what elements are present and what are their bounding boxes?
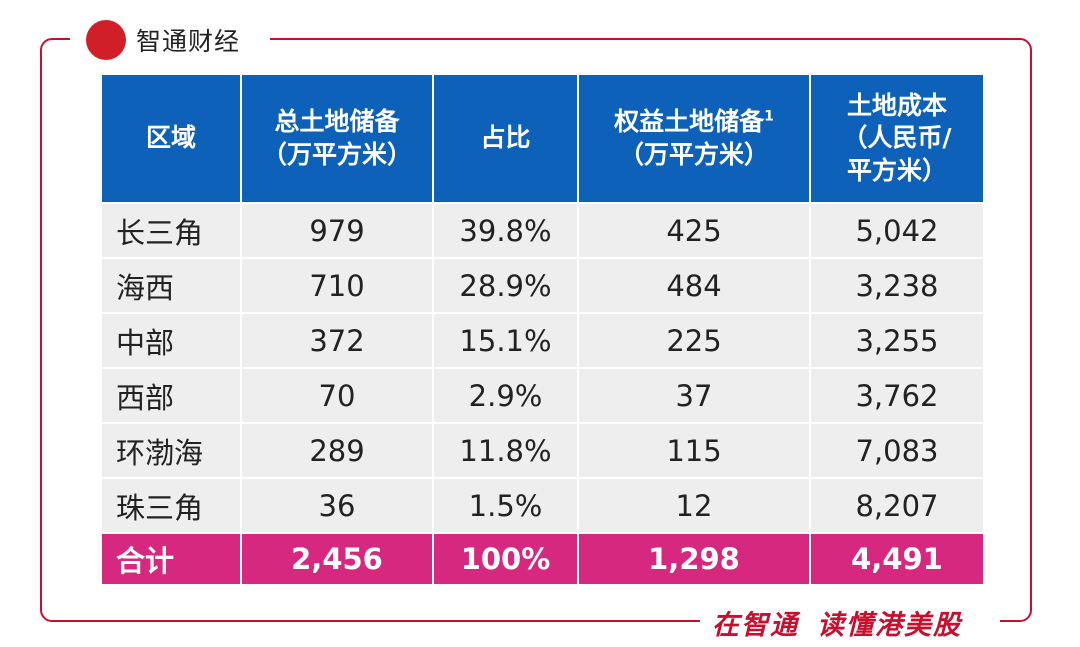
cell-region: 珠三角 (100, 477, 242, 534)
cell-total: 979 (240, 202, 434, 259)
col-header-region: 区域 (100, 73, 242, 204)
cell-equity: 225 (577, 312, 811, 369)
cell-share: 28.9% (432, 257, 579, 314)
cell-cost: 3,238 (809, 257, 985, 314)
cell-region: 西部 (100, 367, 242, 424)
cell-total-label: 合计 (100, 532, 242, 586)
cell-region: 长三角 (100, 202, 242, 259)
col-header-land-cost: 土地成本 （人民币/ 平方米） (809, 73, 985, 204)
cell-cost: 5,042 (809, 202, 985, 259)
land-bank-table: 区域 总土地储备 （万平方米） 占比 权益土地储备1 （万平方米） 土地成本 （… (100, 73, 985, 586)
cell-total: 289 (240, 422, 434, 479)
table-row: 西部 70 2.9% 37 3,762 (100, 367, 985, 424)
cell-cost: 7,083 (809, 422, 985, 479)
cell-total-equity: 1,298 (577, 532, 811, 586)
cell-total: 70 (240, 367, 434, 424)
table-row: 中部 372 15.1% 225 3,255 (100, 312, 985, 369)
cell-equity: 12 (577, 477, 811, 534)
col-header-share: 占比 (432, 73, 579, 204)
cell-total: 36 (240, 477, 434, 534)
table-row: 长三角 979 39.8% 425 5,042 (100, 202, 985, 259)
cell-total: 710 (240, 257, 434, 314)
table-row: 海西 710 28.9% 484 3,238 (100, 257, 985, 314)
cell-equity: 37 (577, 367, 811, 424)
cell-region: 中部 (100, 312, 242, 369)
brand: 智通财经 (86, 18, 240, 62)
cell-share: 11.8% (432, 422, 579, 479)
cell-equity: 484 (577, 257, 811, 314)
cell-total-cost: 4,491 (809, 532, 985, 586)
slogan-part1: 在智通 (712, 609, 799, 641)
table-row: 环渤海 289 11.8% 115 7,083 (100, 422, 985, 479)
cell-cost: 8,207 (809, 477, 985, 534)
table-header-row: 区域 总土地储备 （万平方米） 占比 权益土地储备1 （万平方米） 土地成本 （… (100, 73, 985, 204)
footer-slogan: 在智通 读懂港美股 (712, 604, 962, 641)
table-row: 珠三角 36 1.5% 12 8,207 (100, 477, 985, 534)
brand-logo (86, 20, 126, 60)
col-header-total-land-bank: 总土地储备 （万平方米） (240, 73, 434, 204)
cell-total-sum: 2,456 (240, 532, 434, 586)
cell-cost: 3,762 (809, 367, 985, 424)
cell-share: 39.8% (432, 202, 579, 259)
cell-total: 372 (240, 312, 434, 369)
cell-region: 环渤海 (100, 422, 242, 479)
table-total-row: 合计 2,456 100% 1,298 4,491 (100, 532, 985, 586)
cell-total-share: 100% (432, 532, 579, 586)
slogan-part2: 读懂港美股 (817, 609, 962, 641)
footnote-marker: 1 (764, 108, 774, 125)
outer-frame (40, 38, 1032, 622)
cell-equity: 425 (577, 202, 811, 259)
col-header-equity-land-bank: 权益土地储备1 （万平方米） (577, 73, 811, 204)
cell-region: 海西 (100, 257, 242, 314)
cell-share: 2.9% (432, 367, 579, 424)
cell-share: 1.5% (432, 477, 579, 534)
cell-equity: 115 (577, 422, 811, 479)
cell-share: 15.1% (432, 312, 579, 369)
brand-name: 智通财经 (136, 27, 241, 56)
cell-cost: 3,255 (809, 312, 985, 369)
